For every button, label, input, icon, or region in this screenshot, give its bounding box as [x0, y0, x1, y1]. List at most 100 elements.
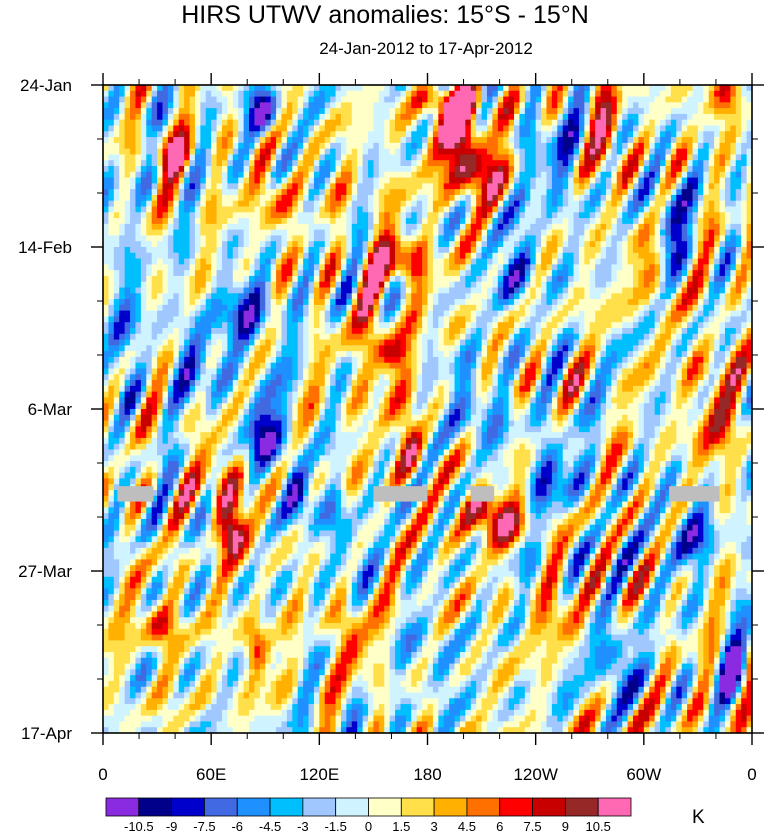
field-cell: [221, 102, 228, 109]
field-cell: [194, 131, 201, 138]
field-cell: [611, 275, 618, 283]
field-cell: [530, 200, 537, 208]
field-cell: [232, 119, 239, 127]
field-cell: [503, 287, 510, 294]
field-cell: [741, 241, 748, 248]
field-cell: [708, 148, 715, 156]
field-cell: [157, 270, 164, 277]
field-cell: [335, 218, 342, 225]
field-cell: [297, 304, 304, 312]
field-cell: [486, 142, 493, 150]
field-cell: [427, 212, 434, 219]
field-cell: [741, 235, 748, 242]
field-cell: [541, 310, 548, 318]
field-cell: [503, 177, 510, 184]
field-cell: [492, 235, 499, 242]
field-cell: [400, 241, 407, 248]
field-cell: [313, 148, 320, 156]
field-cell: [303, 206, 310, 213]
field-cell: [232, 270, 239, 277]
field-cell: [389, 247, 396, 254]
field-cell: [351, 137, 358, 144]
field-cell: [389, 194, 396, 202]
field-cell: [216, 310, 223, 318]
field-cell: [616, 166, 623, 173]
field-cell: [151, 125, 158, 132]
field-cell: [395, 177, 402, 184]
field-cell: [319, 194, 326, 202]
field-cell: [270, 218, 277, 225]
field-cell: [405, 160, 412, 167]
field-cell: [216, 299, 223, 306]
field-cell: [541, 96, 548, 103]
field-cell: [270, 281, 277, 289]
field-cell: [730, 183, 737, 190]
field-cell: [708, 125, 715, 132]
field-cell: [108, 264, 115, 271]
field-cell: [605, 275, 612, 283]
field-cell: [173, 293, 180, 300]
field-cell: [476, 102, 483, 109]
field-cell: [221, 85, 228, 92]
field-cell: [573, 96, 580, 103]
field-cell: [589, 223, 596, 231]
field-cell: [730, 177, 737, 184]
field-cell: [692, 223, 699, 231]
field-cell: [470, 252, 477, 260]
field-cell: [622, 206, 629, 213]
field-cell: [622, 299, 629, 306]
field-cell: [324, 287, 331, 294]
field-cell: [676, 154, 683, 161]
field-cell: [524, 125, 531, 132]
field-cell: [643, 264, 650, 271]
field-cell: [627, 177, 634, 184]
field-cell: [324, 206, 331, 213]
field-cell: [735, 131, 742, 138]
field-cell: [232, 183, 239, 190]
field-cell: [573, 113, 580, 121]
field-cell: [324, 102, 331, 109]
field-cell: [249, 142, 256, 150]
field-cell: [140, 316, 147, 323]
field-cell: [227, 275, 234, 283]
field-cell: [584, 177, 591, 184]
field-cell: [330, 96, 337, 103]
field-cell: [357, 90, 364, 98]
field-cell: [232, 166, 239, 173]
field-cell: [638, 90, 645, 98]
field-cell: [589, 270, 596, 277]
field-cell: [297, 322, 304, 329]
field-cell: [492, 85, 499, 92]
field-cell: [324, 247, 331, 254]
field-cell: [578, 125, 585, 132]
field-cell: [324, 160, 331, 167]
field-cell: [422, 264, 429, 271]
field-cell: [227, 270, 234, 277]
field-cell: [508, 119, 515, 127]
field-cell: [108, 275, 115, 283]
field-cell: [459, 258, 466, 265]
field-cell: [189, 293, 196, 300]
field-cell: [259, 252, 266, 260]
field-cell: [432, 131, 439, 138]
field-cell: [476, 247, 483, 254]
field-cell: [535, 119, 542, 127]
field-cell: [654, 235, 661, 242]
field-cell: [324, 96, 331, 103]
field-cell: [508, 125, 515, 132]
field-cell: [622, 293, 629, 300]
field-cell: [119, 310, 126, 318]
field-cell: [238, 171, 245, 179]
field-cell: [508, 218, 515, 225]
field-cell: [211, 200, 218, 208]
field-cell: [335, 304, 342, 312]
field-cell: [443, 270, 450, 277]
field-cell: [173, 131, 180, 138]
field-cell: [508, 293, 515, 300]
field-cell: [303, 275, 310, 283]
field-cell: [221, 119, 228, 127]
field-cell: [146, 137, 153, 144]
field-cell: [238, 96, 245, 103]
field-cell: [449, 137, 456, 144]
field-cell: [568, 229, 575, 237]
